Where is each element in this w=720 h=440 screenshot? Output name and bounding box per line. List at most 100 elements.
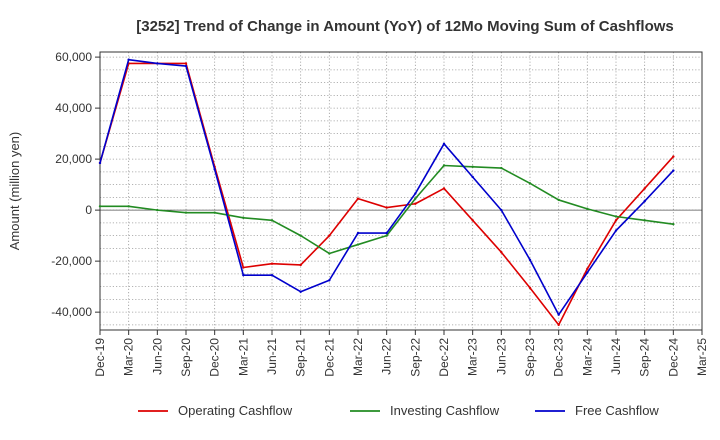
- data-point: [184, 62, 188, 65]
- data-point: [127, 205, 130, 208]
- x-tick-label: Dec-19: [93, 338, 107, 377]
- series-investing-cashflow: [98, 164, 675, 255]
- y-tick-label: 0: [85, 203, 92, 217]
- data-point: [614, 229, 618, 232]
- data-point: [643, 200, 646, 203]
- legend-label: Free Cashflow: [575, 403, 659, 418]
- x-tick-label: Jun-20: [150, 338, 164, 375]
- data-point: [528, 258, 532, 262]
- data-point: [270, 262, 274, 265]
- data-point: [242, 216, 245, 219]
- data-point: [385, 231, 388, 235]
- x-tick-label: Dec-21: [322, 338, 336, 377]
- axes: [95, 51, 703, 335]
- y-tick-label: 20,000: [55, 152, 92, 166]
- data-point: [299, 263, 302, 267]
- data-point: [586, 267, 589, 270]
- legend-label: Operating Cashflow: [178, 403, 293, 418]
- data-point: [643, 187, 646, 190]
- data-point: [156, 208, 159, 212]
- x-tick-label: Mar-22: [351, 338, 365, 376]
- data-point: [156, 62, 159, 65]
- y-tick-label: 40,000: [55, 101, 92, 115]
- data-point: [414, 192, 417, 195]
- data-point: [98, 205, 102, 208]
- x-tick-label: Mar-24: [580, 338, 594, 376]
- y-tick-label: -20,000: [51, 254, 92, 268]
- data-point: [328, 234, 331, 237]
- data-point: [356, 243, 360, 246]
- x-tick-label: Sep-21: [294, 338, 308, 377]
- data-point: [442, 164, 446, 167]
- data-point: [98, 161, 102, 165]
- x-tick-labels: Dec-19 Mar-20 Jun-20 Sep-20 Dec-20 Mar-21 Jun-…: [93, 338, 709, 377]
- legend-label: Investing Cashflow: [390, 403, 500, 418]
- gridlines: [99, 52, 703, 330]
- data-point: [299, 234, 302, 237]
- data-point: [528, 182, 532, 185]
- y-tick-label: 60,000: [55, 50, 92, 64]
- x-tick-label: Mar-21: [236, 338, 250, 376]
- data-point: [328, 252, 331, 255]
- data-point: [414, 197, 417, 200]
- y-tick-labels: -40,000 -20,000 0 20,000 40,000 60,000: [51, 50, 92, 319]
- x-tick-label: Jun-24: [609, 338, 623, 375]
- series-free-cashflow: [98, 58, 675, 316]
- series-lines: [98, 58, 675, 327]
- data-point: [299, 290, 302, 293]
- y-tick-label: -40,000: [51, 305, 92, 319]
- x-tick-label: Mar-20: [122, 338, 136, 376]
- x-tick-label: Sep-24: [638, 338, 652, 377]
- data-point: [213, 211, 216, 214]
- data-point: [442, 187, 446, 190]
- x-tick-label: Dec-23: [552, 338, 566, 377]
- data-point: [213, 168, 216, 171]
- data-point: [242, 273, 245, 277]
- data-point: [356, 197, 360, 200]
- data-point: [500, 251, 503, 254]
- plot-area: [100, 52, 702, 330]
- data-point: [672, 222, 675, 226]
- data-point: [672, 169, 675, 172]
- x-tick-label: Sep-20: [179, 338, 193, 377]
- data-point: [586, 271, 589, 274]
- data-point: [528, 286, 532, 290]
- x-tick-label: Dec-20: [208, 338, 222, 377]
- data-point: [614, 215, 618, 218]
- data-point: [471, 165, 474, 168]
- x-tick-label: Sep-22: [408, 338, 422, 377]
- data-point: [385, 206, 388, 209]
- data-point: [270, 273, 274, 277]
- data-point: [242, 266, 245, 269]
- data-point: [127, 58, 130, 61]
- x-tick-label: Jun-21: [265, 338, 279, 375]
- data-point: [270, 219, 274, 222]
- data-point: [557, 323, 560, 327]
- data-point: [557, 198, 560, 202]
- plot-frame: [99, 51, 703, 331]
- data-point: [471, 219, 474, 222]
- x-tick-label: Jun-22: [380, 338, 394, 375]
- x-tick-label: Dec-24: [666, 338, 680, 377]
- data-point: [414, 202, 417, 205]
- data-point: [442, 142, 446, 146]
- y-axis-label: Amount (million yen): [7, 132, 22, 251]
- data-point: [557, 313, 560, 316]
- x-tick-label: Sep-23: [523, 338, 537, 377]
- data-point: [184, 211, 188, 214]
- data-point: [614, 219, 618, 222]
- data-point: [500, 166, 503, 170]
- data-point: [500, 208, 503, 212]
- chart-title: [3252] Trend of Change in Amount (YoY) o…: [136, 18, 674, 35]
- x-tick-label: Jun-23: [494, 338, 508, 375]
- data-point: [328, 279, 331, 282]
- x-tick-label: Mar-23: [466, 338, 480, 376]
- data-point: [356, 231, 360, 235]
- data-point: [184, 64, 188, 68]
- x-tick-label: Mar-25: [695, 338, 709, 376]
- data-point: [672, 155, 675, 158]
- x-tick-label: Dec-22: [437, 338, 451, 377]
- data-point: [385, 234, 388, 237]
- data-point: [586, 207, 589, 211]
